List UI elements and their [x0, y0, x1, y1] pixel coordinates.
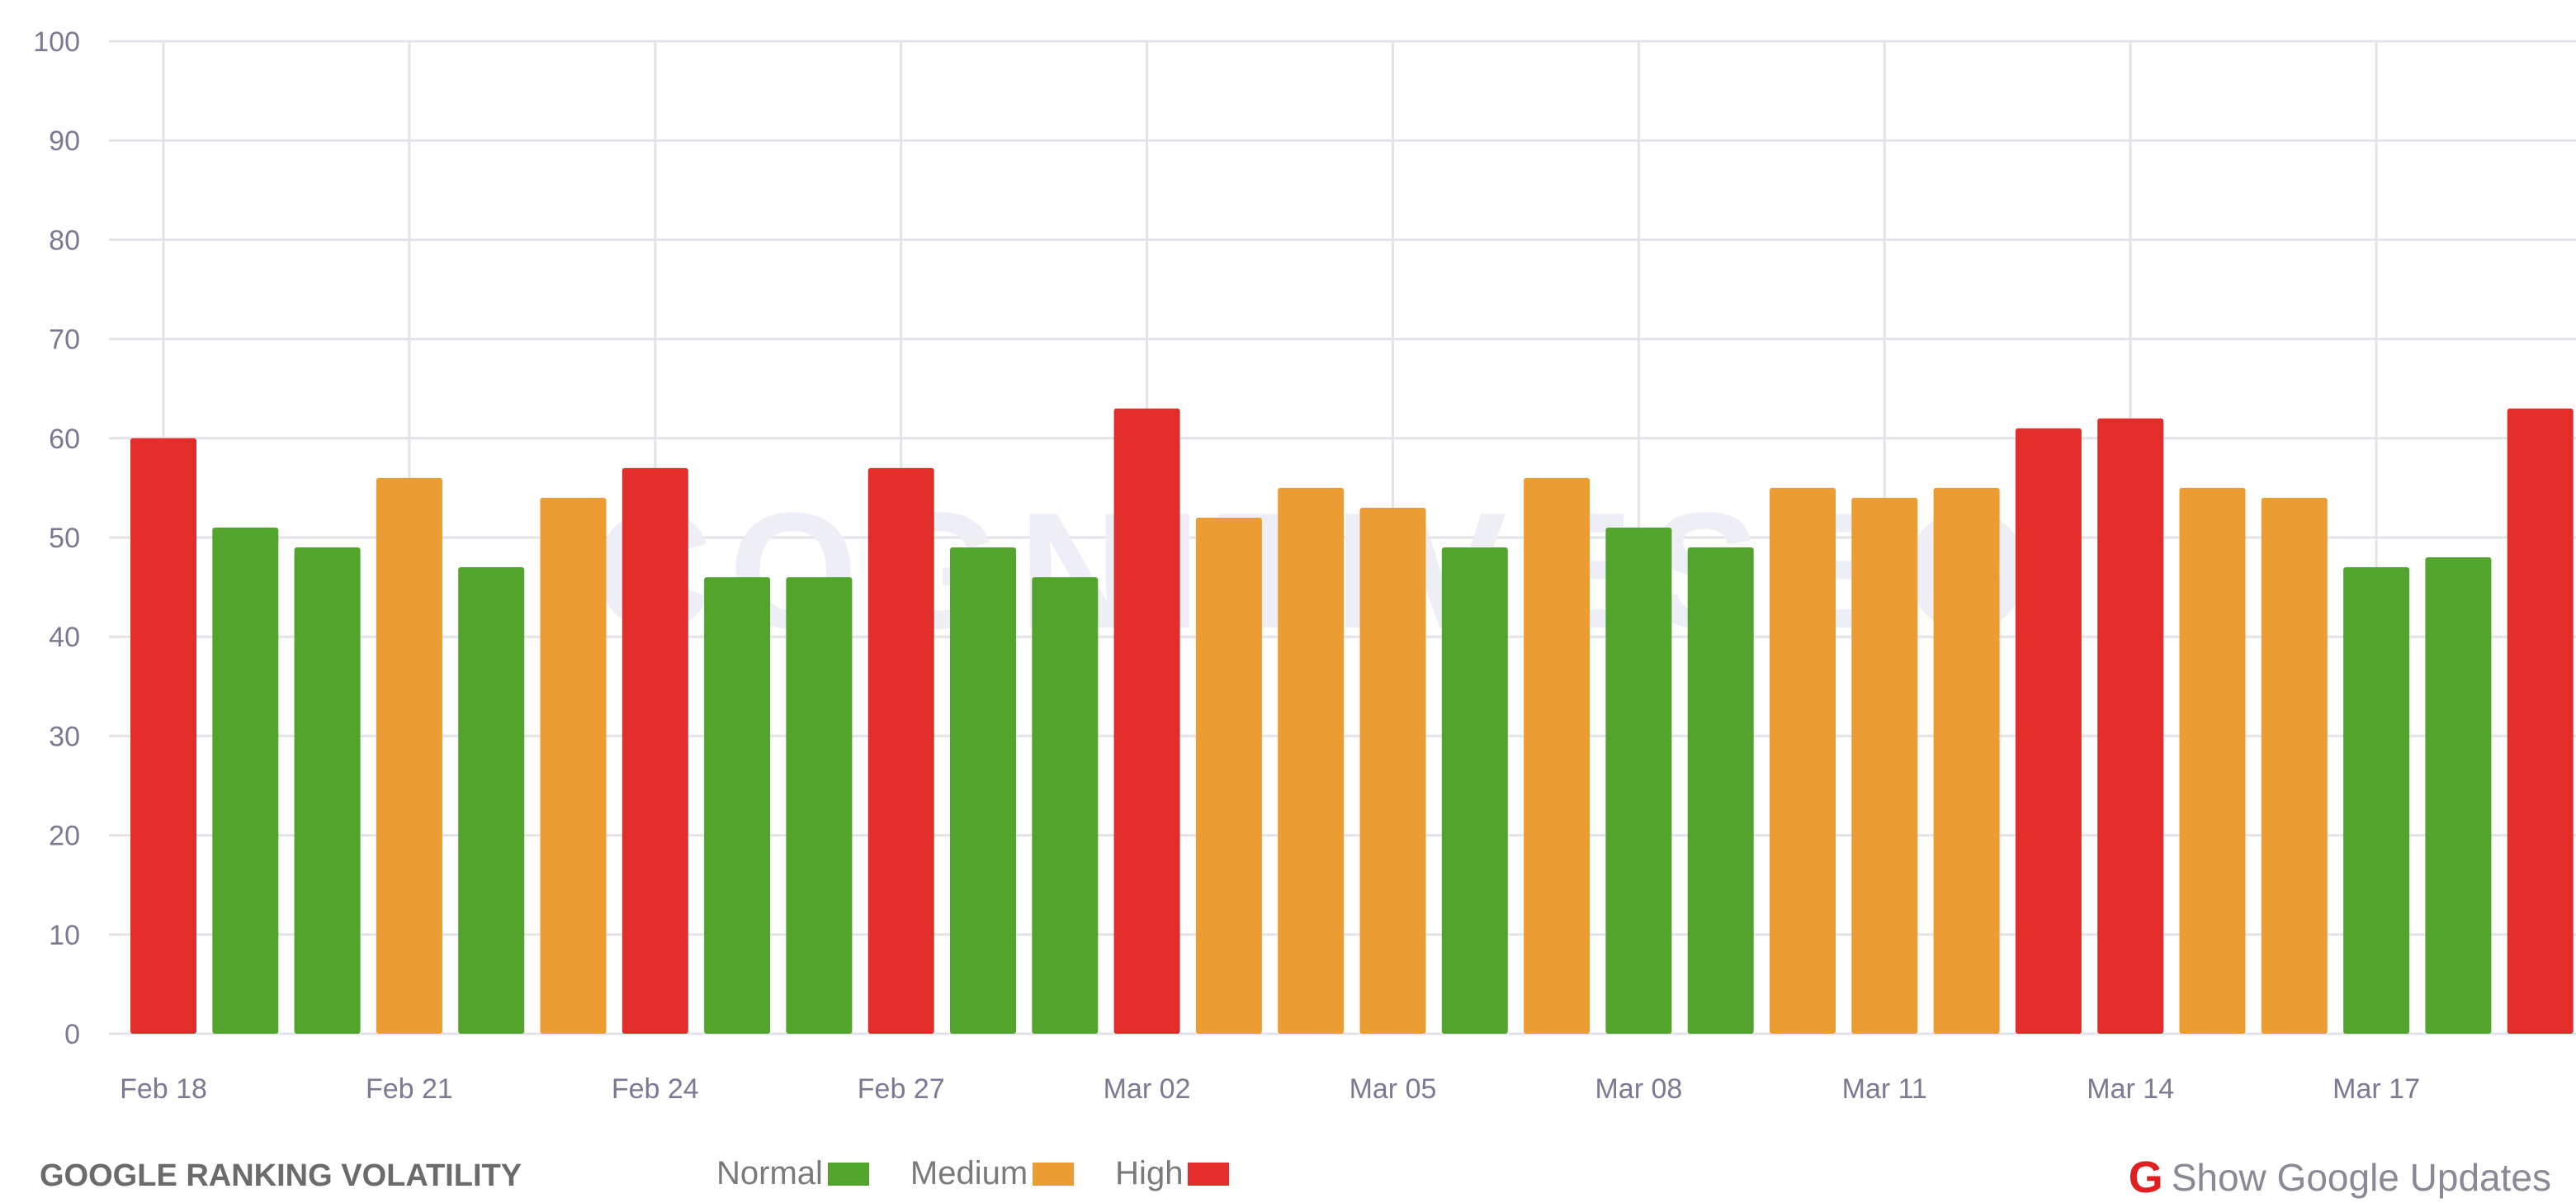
show-google-updates-button[interactable]: G Show Google Updates: [2129, 1152, 2551, 1203]
bar-mar-08[interactable]: [1605, 527, 1672, 1034]
x-tick-label: Feb 18: [120, 1073, 207, 1105]
show-google-updates-label: Show Google Updates: [2171, 1156, 2551, 1199]
legend-label-medium: Medium: [910, 1155, 1028, 1191]
bar-mar-02[interactable]: [1113, 408, 1180, 1034]
x-tick-label: Mar 17: [2333, 1073, 2420, 1105]
y-tick-label: 100: [33, 26, 80, 58]
bar-mar-12[interactable]: [1933, 487, 2000, 1034]
bar-feb-24[interactable]: [622, 467, 688, 1034]
x-tick-label: Feb 24: [612, 1073, 699, 1105]
x-tick-label: Mar 14: [2087, 1073, 2174, 1105]
x-tick-label: Mar 08: [1595, 1073, 1682, 1105]
bar-mar-03[interactable]: [1195, 517, 1262, 1034]
x-tick-label: Mar 02: [1104, 1073, 1191, 1105]
google-g-icon: G: [2128, 1153, 2163, 1202]
volatility-bar-chart: 0 10 20 30 40 50 60 70 80 90 100 Feb 18 Feb 21 Feb 24…: [33, 26, 2576, 1105]
bar-mar-15[interactable]: [2179, 487, 2246, 1034]
chart-footer: GOOGLE RANKING VOLATILITY Normal Medium …: [0, 1152, 2576, 1202]
bar-feb-26[interactable]: [786, 577, 853, 1034]
y-tick-label: 80: [49, 225, 80, 256]
bar-feb-19[interactable]: [212, 527, 279, 1034]
bar-mar-01[interactable]: [1032, 577, 1099, 1034]
legend: Normal Medium High: [716, 1155, 1270, 1192]
bar-mar-05[interactable]: [1359, 507, 1426, 1034]
legend-item-normal[interactable]: Normal: [716, 1155, 869, 1192]
bar-mar-04[interactable]: [1278, 487, 1345, 1034]
bar-mar-06[interactable]: [1441, 547, 1508, 1034]
bar-feb-28[interactable]: [950, 547, 1016, 1034]
y-tick-label: 30: [49, 721, 80, 752]
x-tick-label: Feb 21: [366, 1073, 453, 1105]
bar-mar-18[interactable]: [2425, 557, 2492, 1034]
bar-mar-11[interactable]: [1851, 497, 1918, 1034]
y-tick-label: 70: [49, 324, 80, 356]
bar-mar-14[interactable]: [2097, 418, 2164, 1034]
bar-mar-13[interactable]: [2015, 428, 2082, 1034]
bar-mar-19[interactable]: [2507, 408, 2574, 1034]
x-tick-label: Mar 11: [1842, 1073, 1927, 1105]
bar-feb-25[interactable]: [704, 577, 771, 1034]
y-tick-label: 0: [64, 1019, 80, 1050]
y-tick-label: 60: [49, 424, 80, 455]
x-tick-label: Mar 05: [1349, 1073, 1437, 1105]
chart-title: GOOGLE RANKING VOLATILITY: [40, 1158, 522, 1193]
y-tick-label: 40: [49, 622, 80, 653]
bar-mar-16[interactable]: [2261, 497, 2328, 1034]
y-tick-label: 10: [49, 920, 80, 951]
bar-feb-22[interactable]: [458, 567, 525, 1034]
bar-mar-09[interactable]: [1687, 547, 1754, 1034]
bar-feb-21[interactable]: [376, 477, 442, 1034]
legend-label-normal: Normal: [716, 1155, 823, 1191]
y-tick-label: 90: [49, 126, 80, 157]
legend-swatch-medium: [1033, 1162, 1075, 1186]
bar-feb-18[interactable]: [130, 438, 196, 1034]
legend-item-high[interactable]: High: [1115, 1155, 1230, 1192]
y-tick-label: 20: [49, 821, 80, 852]
bar-mar-17[interactable]: [2343, 567, 2410, 1034]
x-tick-label: Feb 27: [858, 1073, 945, 1105]
legend-swatch-high: [1188, 1162, 1230, 1186]
y-tick-label: 50: [49, 523, 80, 554]
bar-feb-27[interactable]: [867, 467, 934, 1034]
bar-feb-20[interactable]: [294, 547, 361, 1034]
bar-mar-10[interactable]: [1770, 487, 1836, 1034]
legend-label-high: High: [1115, 1155, 1184, 1191]
bar-mar-07[interactable]: [1524, 477, 1591, 1034]
bar-feb-23[interactable]: [540, 497, 607, 1034]
legend-swatch-normal: [827, 1162, 869, 1186]
legend-item-medium[interactable]: Medium: [910, 1155, 1075, 1192]
